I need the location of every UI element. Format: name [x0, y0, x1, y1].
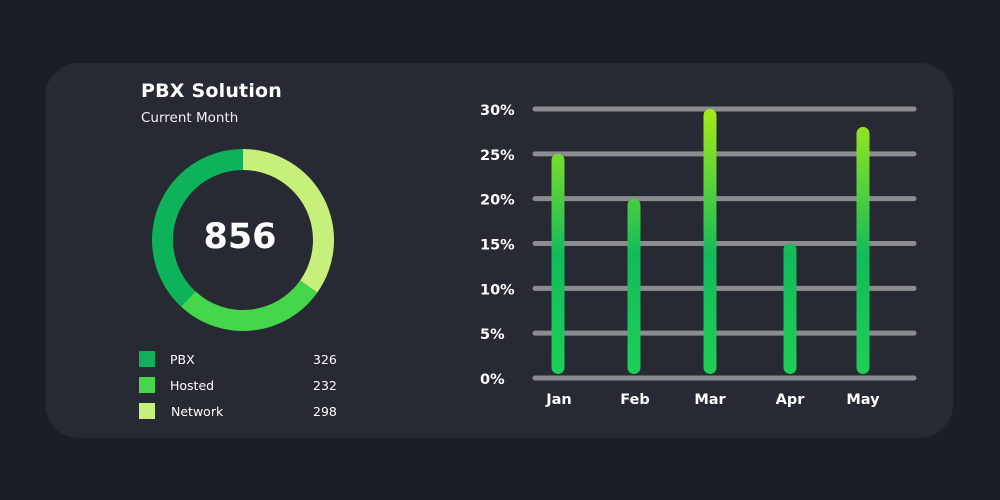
x-tick-label: Feb [620, 392, 650, 408]
bar-chart: 0% 5% 10% 15% 20% 25% 30% Jan Feb Mar Apr May [480, 103, 917, 408]
legend-value: 326 [313, 352, 337, 367]
y-tick-label: 5% [480, 327, 505, 343]
legend-value: 298 [313, 404, 337, 419]
x-tick-label: Mar [694, 392, 726, 408]
card-subtitle: Current Month [141, 110, 239, 126]
bar-may [856, 126, 870, 374]
card-title: PBX Solution [141, 80, 283, 102]
legend-swatch [139, 403, 155, 419]
legend-label: Network [171, 404, 224, 419]
bar-mar [703, 109, 717, 374]
legend-label: PBX [170, 352, 195, 367]
bar-jan [551, 153, 565, 374]
donut-slice-hosted [181, 280, 318, 331]
legend-swatch [139, 351, 155, 367]
donut-slice-network [243, 149, 334, 293]
x-tick-label: Apr [776, 392, 806, 408]
y-tick-label: 25% [480, 148, 515, 164]
donut-chart [152, 149, 334, 331]
y-tick-label: 0% [480, 372, 505, 388]
y-tick-label: 15% [480, 238, 515, 254]
legend-swatch [139, 377, 155, 393]
donut-total: 856 [203, 217, 277, 257]
legend-value: 232 [313, 378, 337, 393]
donut-slice-pbx [152, 149, 243, 307]
y-tick-label: 10% [480, 282, 515, 298]
x-tick-label: May [846, 392, 880, 408]
y-tick-label: 20% [480, 193, 515, 209]
bar-feb [627, 198, 641, 374]
x-tick-label: Jan [545, 392, 572, 408]
y-tick-label: 30% [480, 103, 515, 119]
bar-apr [783, 243, 797, 374]
legend-label: Hosted [170, 378, 215, 393]
